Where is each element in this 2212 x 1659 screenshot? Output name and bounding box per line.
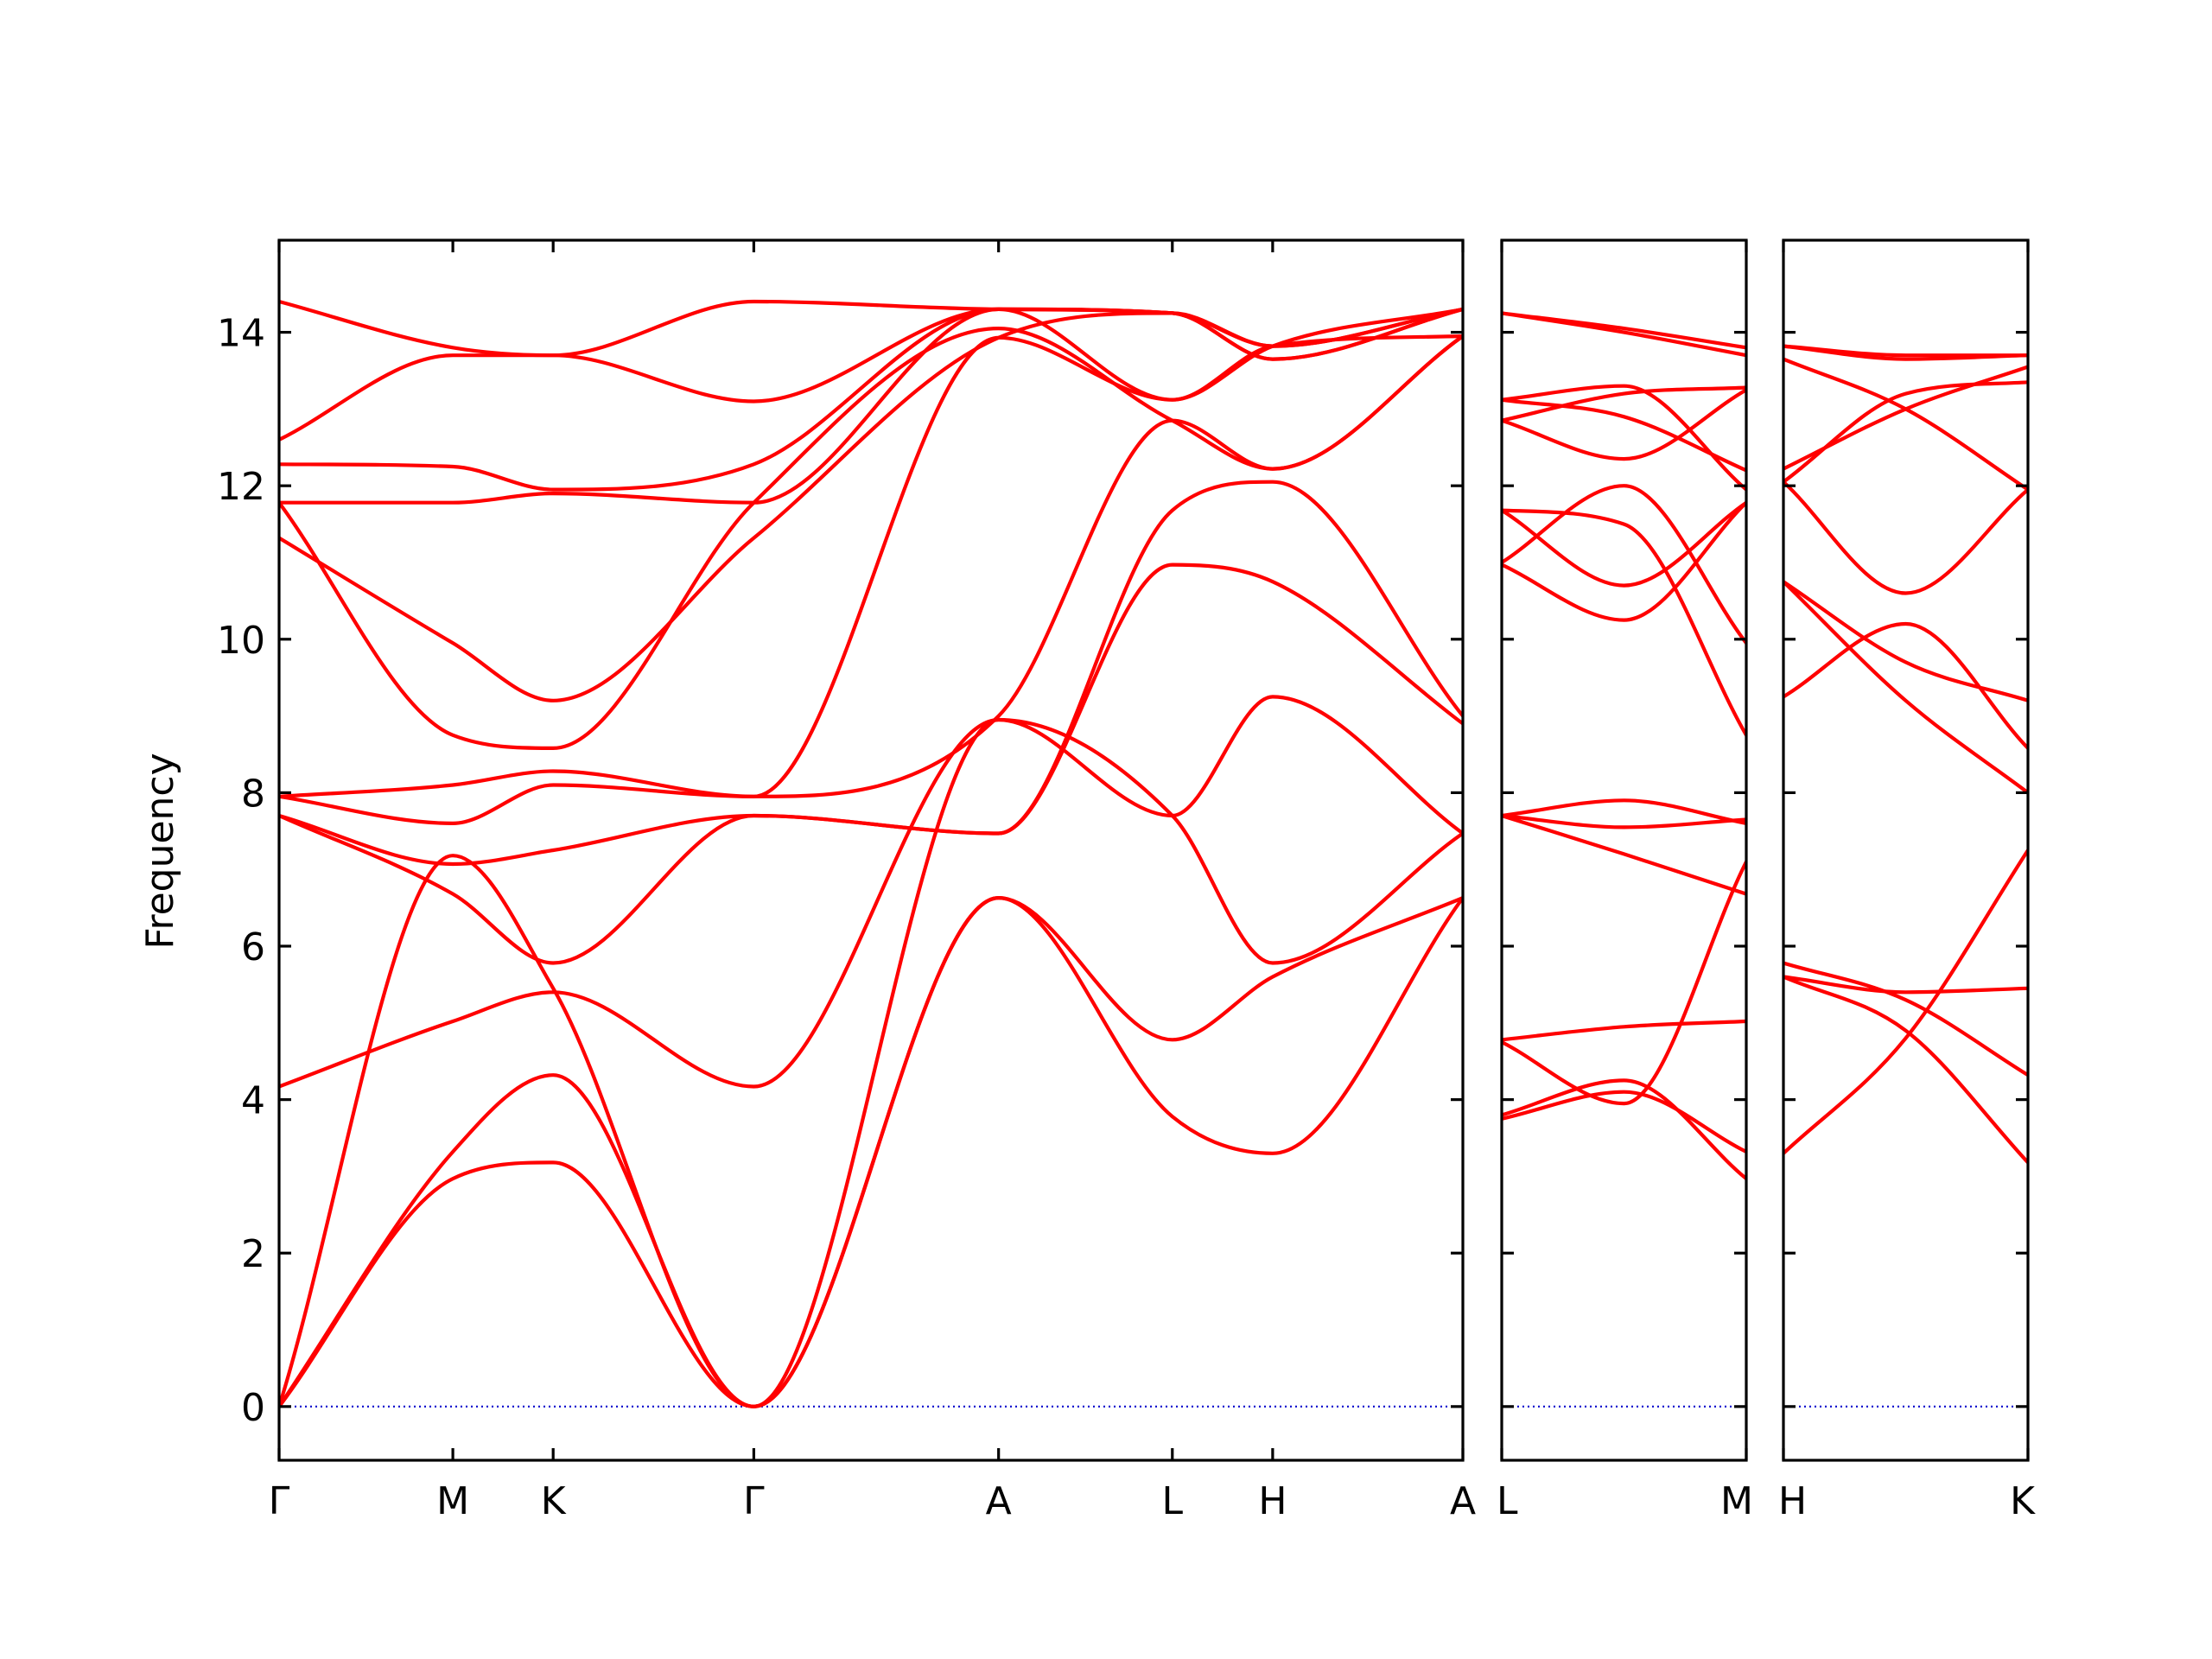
band-8	[1502, 500, 1746, 622]
y-tick-label: 4	[241, 1079, 265, 1123]
panel-frame	[277, 238, 1465, 1462]
band-7	[1783, 580, 2028, 795]
band-11	[1502, 484, 1746, 645]
band-6	[1783, 580, 2028, 702]
band-15	[1502, 397, 1746, 473]
band-16	[1502, 311, 1746, 358]
x-tick-label: A	[1450, 1479, 1476, 1523]
band-1	[279, 896, 1463, 1408]
y-tick-label: 2	[241, 1232, 265, 1276]
y-tick-label: 0	[241, 1386, 265, 1430]
y-axis-title: Frequency	[138, 753, 182, 949]
x-tick-label: A	[986, 1479, 1012, 1523]
y-tick-label: 6	[241, 925, 265, 969]
band-8	[1783, 480, 2028, 595]
chart-panel-1: 0 2 4 6 8 10 12 14 Γ M K Γ A L H A	[217, 238, 1476, 1523]
band-4	[1502, 860, 1746, 1106]
band-8	[279, 334, 1463, 798]
band-5	[1783, 621, 2028, 750]
band-12	[1502, 388, 1746, 461]
x-tick-label: Γ	[269, 1479, 290, 1523]
band-3	[1502, 1019, 1746, 1042]
y-tick-label: 8	[241, 772, 265, 816]
panel-frame	[1500, 238, 1748, 1462]
x-tick-label: K	[2010, 1479, 2036, 1523]
band-12	[279, 307, 1463, 492]
x-tick-label: M	[436, 1479, 469, 1523]
band-3	[1783, 975, 2028, 995]
x-tick-label: H	[1258, 1479, 1287, 1523]
band-13	[1783, 344, 2028, 358]
x-tick-label: Γ	[743, 1479, 765, 1523]
band-9	[279, 307, 1463, 702]
band-7	[1502, 813, 1746, 830]
x-tick-label: L	[1162, 1479, 1184, 1523]
band-13	[279, 307, 1463, 442]
band-10	[1502, 508, 1746, 737]
band-2	[1502, 1090, 1746, 1154]
x-tick-label: K	[541, 1479, 567, 1523]
band-11	[1783, 357, 2028, 492]
y-tick-label: 14	[217, 312, 265, 356]
x-tick-label: H	[1778, 1479, 1807, 1523]
band-4	[1783, 961, 2028, 1077]
bands-group	[1783, 344, 2028, 1165]
band-9	[1502, 500, 1746, 588]
band-1	[1502, 1078, 1746, 1181]
bands-group	[279, 299, 1463, 1408]
y-tick-label: 12	[217, 465, 265, 509]
band-6	[1502, 798, 1746, 825]
band-2	[1783, 975, 2028, 1165]
band-14	[279, 299, 1463, 358]
band-10	[1783, 380, 2028, 484]
panel-frame	[1782, 238, 2030, 1462]
x-tick-label: L	[1497, 1479, 1518, 1523]
y-tick-label: 10	[217, 619, 265, 663]
band-5	[1502, 813, 1746, 896]
band-14	[1502, 384, 1746, 492]
band-13	[1502, 385, 1746, 423]
band-2	[279, 896, 1463, 1408]
band-3	[279, 717, 1463, 1408]
band-17	[1502, 311, 1746, 350]
band-10	[279, 327, 1463, 750]
bands-group	[1502, 311, 1746, 1181]
band-6	[279, 480, 1463, 867]
band-11	[279, 307, 1463, 505]
band-4	[279, 695, 1463, 1089]
x-tick-label: M	[1720, 1479, 1753, 1523]
band-5	[279, 563, 1463, 965]
